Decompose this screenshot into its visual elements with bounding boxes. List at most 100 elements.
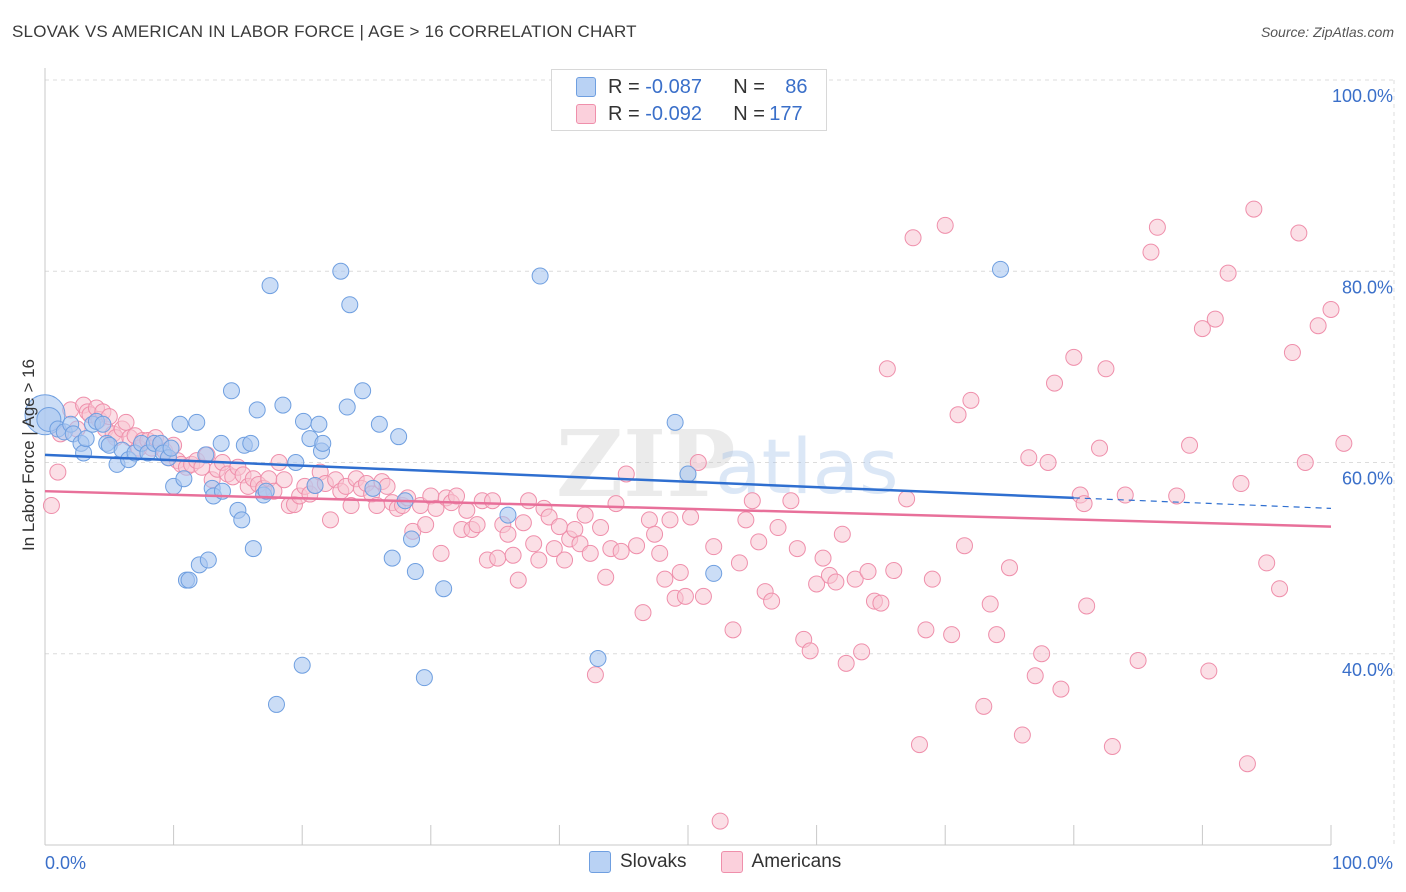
american-point — [955, 537, 973, 555]
american-point — [859, 563, 877, 581]
american-point — [872, 594, 890, 612]
x-tick-label-min: 0.0% — [45, 853, 86, 873]
american-point — [509, 571, 527, 589]
slovak-point — [293, 656, 311, 674]
slovak-point — [171, 415, 189, 433]
american-point — [724, 621, 742, 639]
american-point — [737, 511, 755, 529]
american-point — [769, 519, 787, 537]
american-point — [750, 533, 768, 551]
american-point — [910, 736, 928, 754]
american-point — [904, 229, 922, 247]
y-tick-label: 40.0% — [1342, 660, 1393, 680]
american-point — [504, 546, 522, 564]
american-point — [270, 454, 288, 471]
american-point — [801, 642, 819, 660]
american-point — [1013, 726, 1031, 744]
slovak-point — [341, 296, 359, 314]
american-point — [1283, 344, 1301, 362]
american-point — [489, 549, 507, 567]
american-point — [1245, 200, 1263, 218]
x-tick-label-max: 100.0% — [1332, 853, 1393, 873]
american-point — [458, 501, 476, 519]
slovak-point — [233, 511, 251, 529]
legend-n-label: N = — [733, 75, 771, 98]
legend-n-value: 177 — [769, 102, 803, 125]
american-point — [597, 568, 615, 586]
slovak-point — [197, 446, 215, 464]
american-point — [671, 563, 689, 581]
american-point — [711, 812, 729, 830]
american-point — [833, 525, 851, 543]
american-point — [1046, 374, 1064, 392]
slovak-point — [403, 530, 421, 548]
legend-swatch-slovaks — [576, 77, 596, 97]
legend-n-value: 86 — [785, 75, 808, 98]
slovak-point — [267, 695, 285, 713]
slovak-point — [310, 415, 328, 433]
american-point — [646, 525, 664, 543]
bottom-legend-swatch-slovaks — [589, 851, 611, 873]
american-trend-line — [44, 489, 1332, 528]
american-point — [1091, 439, 1109, 457]
american-point — [417, 516, 435, 534]
american-point — [656, 570, 674, 588]
slovak-point — [188, 413, 206, 431]
slovak-point — [248, 401, 266, 419]
watermark-zip: ZIP — [556, 410, 735, 518]
american-point — [42, 497, 60, 515]
american-point — [763, 592, 781, 610]
american-point — [846, 570, 864, 588]
slovak-point — [180, 571, 198, 589]
slovak-point — [212, 434, 230, 452]
american-point — [694, 587, 712, 605]
y-tick-label: 100.0% — [1332, 86, 1393, 106]
american-point — [1290, 224, 1308, 242]
american-point — [1116, 486, 1134, 504]
american-point — [1309, 317, 1327, 335]
american-point — [1142, 243, 1160, 261]
american-point — [1129, 651, 1147, 669]
slovak-point — [222, 382, 240, 400]
american-point — [917, 621, 935, 639]
american-point — [1103, 738, 1121, 756]
american-point — [788, 540, 806, 558]
american-point — [1148, 218, 1166, 236]
slovak-point — [666, 413, 684, 431]
slovak-point — [257, 482, 275, 500]
american-point — [530, 551, 548, 569]
american-point — [1206, 310, 1224, 328]
american-point — [1258, 554, 1276, 572]
slovak-point — [390, 428, 408, 446]
y-axis-label: In Labor Force | Age > 16 — [19, 358, 38, 552]
slovak-point — [338, 398, 356, 416]
american-point — [988, 626, 1006, 644]
trend-lines — [44, 453, 1332, 528]
bottom-legend-swatch-americans — [720, 851, 743, 873]
legend-r-label: R = — [608, 75, 646, 98]
american-point — [556, 551, 574, 569]
american-point — [275, 471, 293, 489]
slovak-point — [406, 563, 424, 581]
american-point — [607, 495, 625, 513]
american-point — [885, 562, 903, 580]
american-point — [1168, 487, 1186, 505]
slovak-point — [274, 396, 292, 414]
american-point — [1020, 449, 1038, 467]
american-point — [581, 544, 599, 562]
american-point — [1052, 680, 1070, 698]
source-label: Source: ZipAtlas.com — [1260, 24, 1394, 40]
american-point — [837, 654, 855, 672]
legend-swatch-americans — [576, 104, 596, 124]
american-point — [378, 477, 396, 495]
slovak-point — [415, 669, 433, 687]
bottom-legend-slovaks: Slovaks — [620, 851, 687, 872]
slovak-point — [705, 564, 723, 582]
american-point — [1078, 597, 1096, 615]
legend-r-value: -0.087 — [645, 75, 702, 98]
american-point — [782, 492, 800, 510]
legend-n-label: N = — [733, 102, 771, 125]
american-point — [634, 604, 652, 622]
american-points — [42, 200, 1353, 830]
